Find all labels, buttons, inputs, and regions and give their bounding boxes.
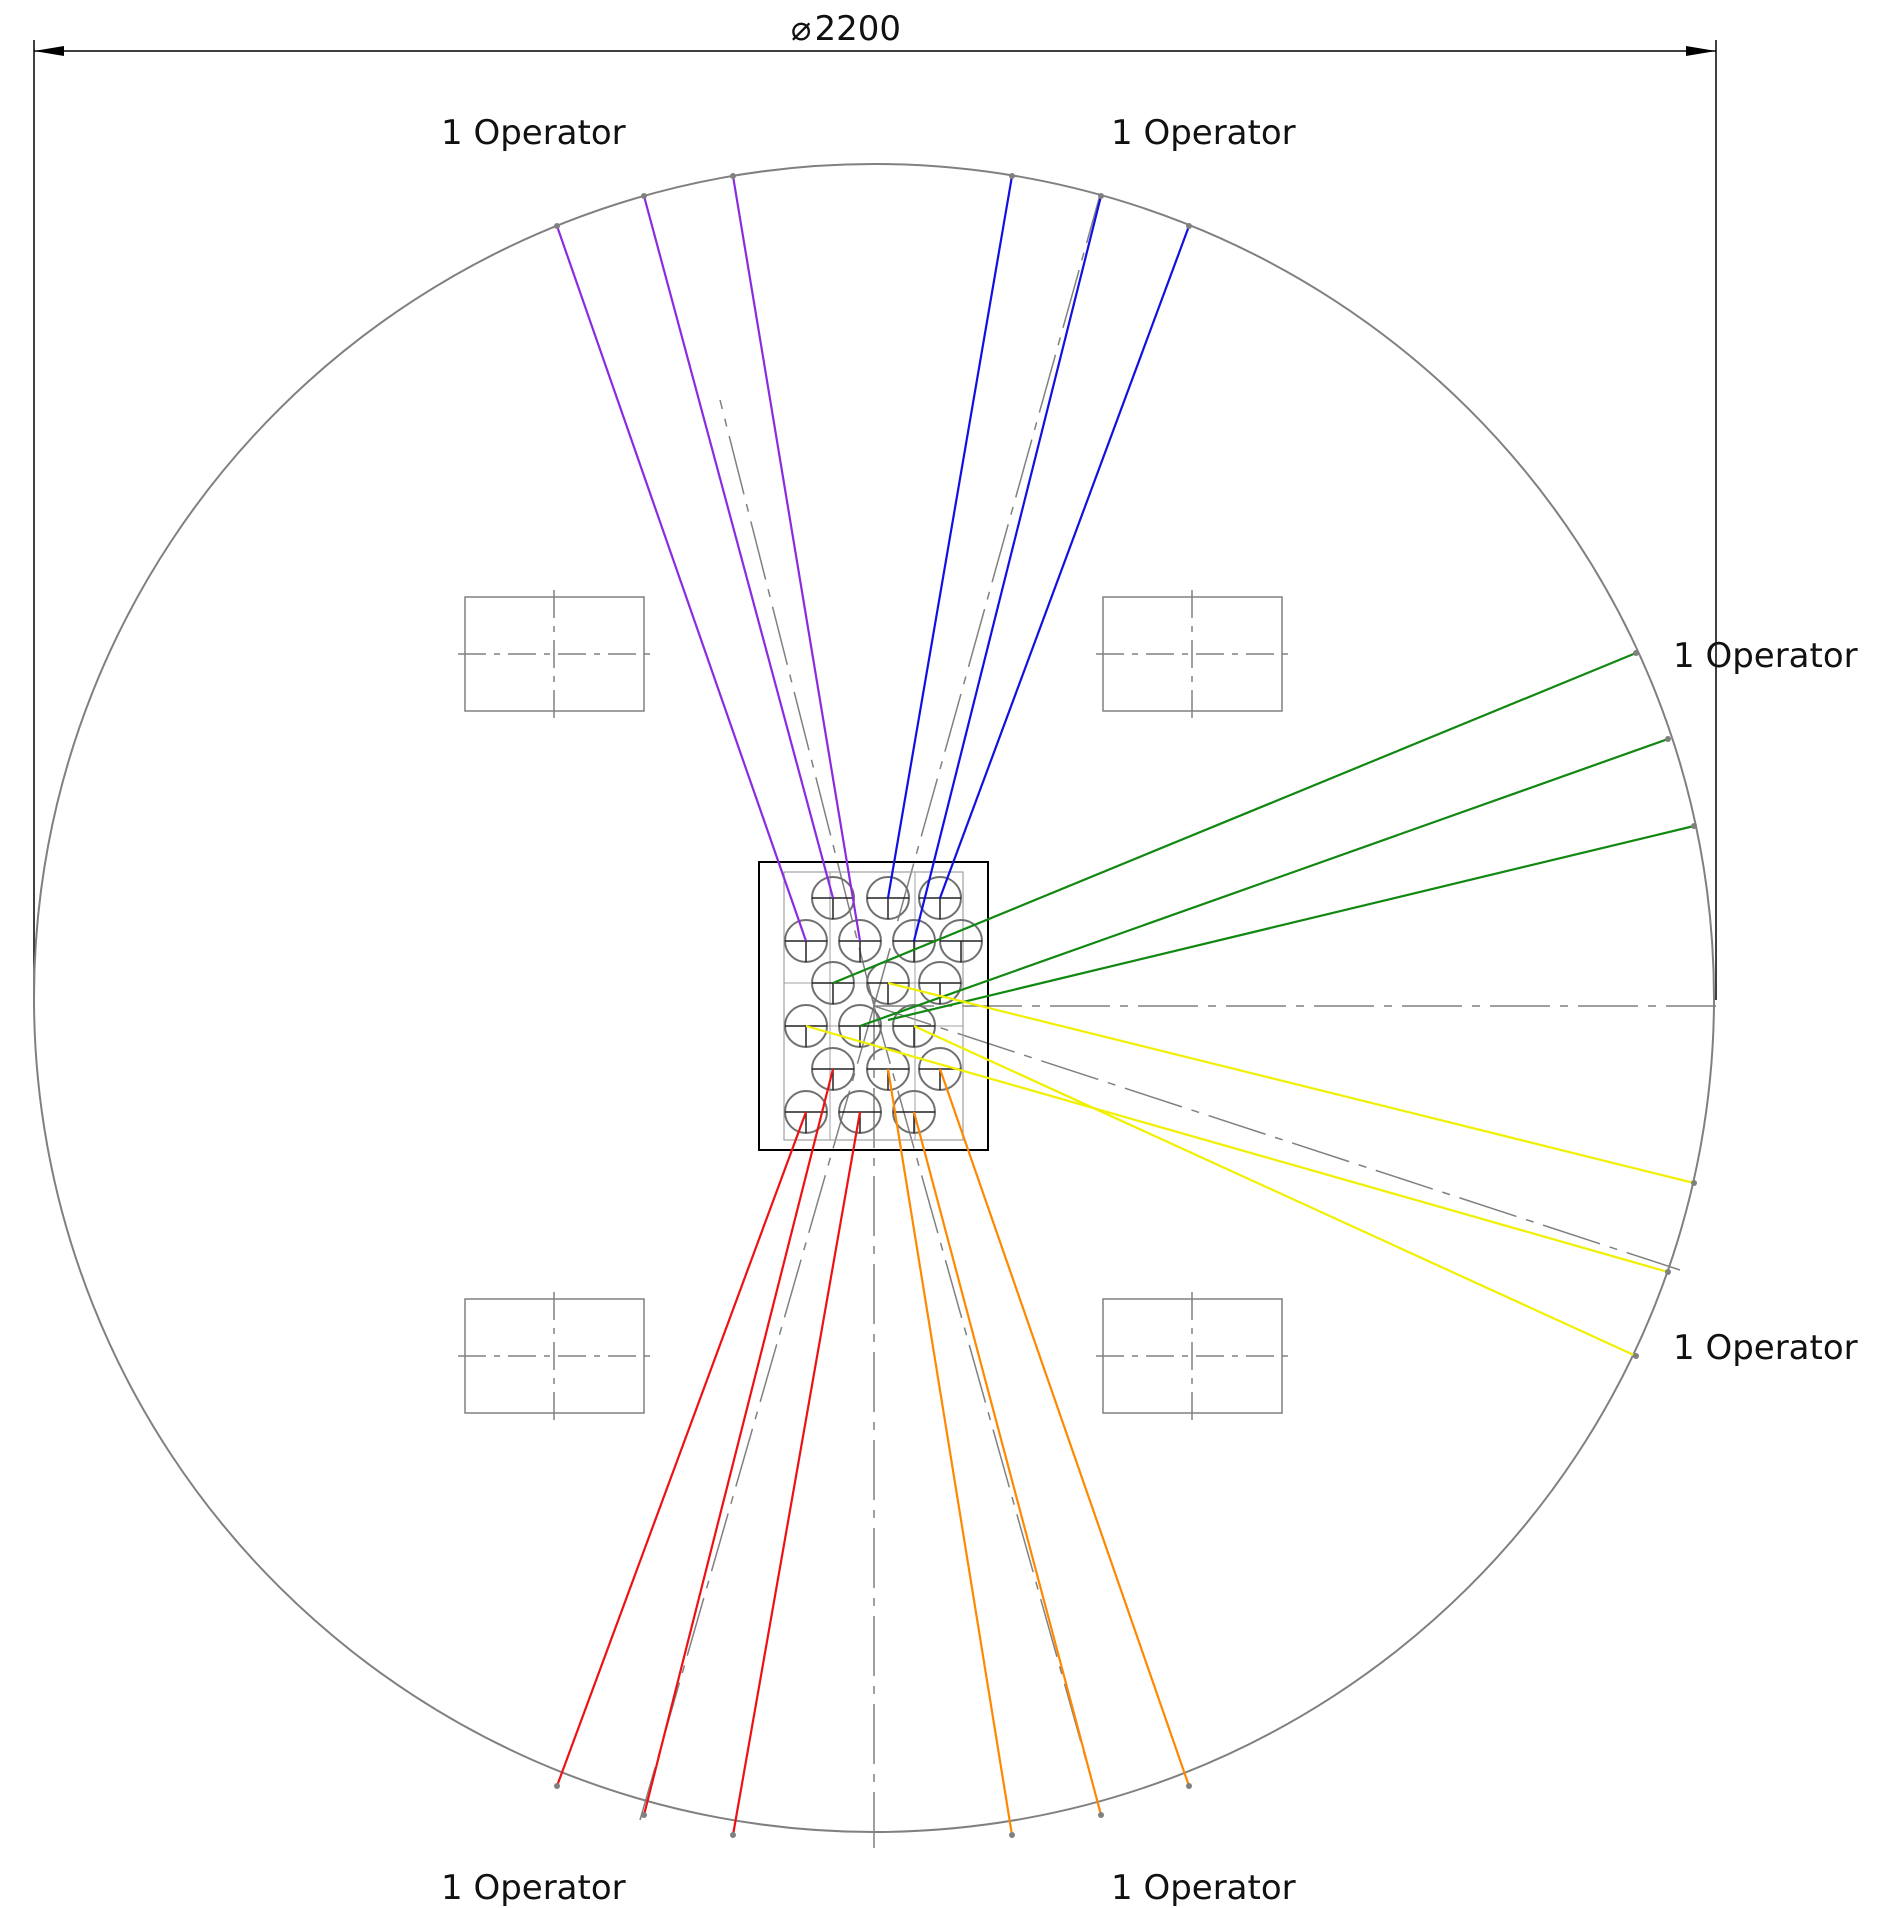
reach-line-top-left (555, 225, 808, 942)
reach-endpoint (1186, 223, 1192, 229)
reach-line-right-upper (859, 737, 1669, 1028)
cassette-cell (939, 919, 983, 963)
reach-endpoint (1633, 650, 1639, 656)
reach-line-right-lower (913, 1024, 1637, 1358)
reach-endpoint (1665, 736, 1671, 742)
reach-line-top-right (886, 175, 1014, 899)
cassette-cells (784, 876, 983, 1134)
diameter-value: 2200 (814, 9, 902, 49)
reach-endpoint (1186, 1783, 1192, 1789)
reach-line-bottom-left (555, 1111, 808, 1787)
operator-label-bottom-left: 1 Operator (441, 1868, 626, 1908)
central-cassette-frame (758, 861, 989, 1151)
center-lines (639, 194, 1716, 1848)
reach-endpoint (730, 173, 736, 179)
reach-endpoint (1098, 1812, 1104, 1818)
workstation-rectangles (458, 590, 1289, 1420)
reach-endpoint (1009, 173, 1015, 179)
reach-line-right-lower (887, 981, 1695, 1185)
cassette-cell (784, 1090, 828, 1134)
operator-label-bottom-right: 1 Operator (1111, 1868, 1296, 1908)
reach-endpoint (641, 1812, 647, 1818)
center-line-top-right (873, 194, 1101, 1007)
reach-line-bottom-left (642, 1068, 835, 1816)
reach-endpoint (730, 1832, 736, 1838)
reach-endpoint (1098, 193, 1104, 199)
reach-line-bottom-right (912, 1111, 1103, 1816)
reach-endpoint (554, 223, 560, 229)
reach-endpoint (1665, 1269, 1671, 1275)
diameter-label: ⌀ 2200 (790, 12, 901, 46)
operator-label-right-upper: 1 Operator (1673, 636, 1858, 676)
reach-line-bottom-left (731, 1111, 862, 1836)
reach-line-right-upper (832, 651, 1637, 985)
operator-reach-lines (554, 173, 1697, 1838)
reach-endpoint (1691, 823, 1697, 829)
operator-label-top-left: 1 Operator (441, 113, 626, 153)
reach-line-top-left (731, 175, 862, 942)
operator-label-top-right: 1 Operator (1111, 113, 1296, 153)
diameter-symbol: ⌀ (790, 9, 811, 49)
diameter-dimension (33, 40, 1717, 1000)
center-line-bottom-left (639, 1005, 875, 1821)
reach-line-bottom-right (886, 1068, 1014, 1836)
center-line-top-left (719, 399, 875, 1007)
operator-label-right-lower: 1 Operator (1673, 1328, 1858, 1368)
reach-endpoint (1633, 1353, 1639, 1359)
reach-line-right-lower (805, 1024, 1669, 1274)
reach-line-bottom-right (938, 1068, 1191, 1787)
reach-endpoint (641, 193, 647, 199)
central-cassette-inner (783, 871, 964, 1141)
reach-line-top-right (938, 225, 1191, 899)
reach-line-top-right (912, 195, 1103, 942)
reach-endpoint (1009, 1832, 1015, 1838)
reach-endpoint (554, 1783, 560, 1789)
center-line-right-lower (873, 1005, 1681, 1271)
reach-line-right-upper (887, 824, 1695, 1022)
reach-line-top-left (642, 195, 835, 899)
reach-endpoint (1691, 1180, 1697, 1186)
cassette-cell (918, 961, 962, 1005)
